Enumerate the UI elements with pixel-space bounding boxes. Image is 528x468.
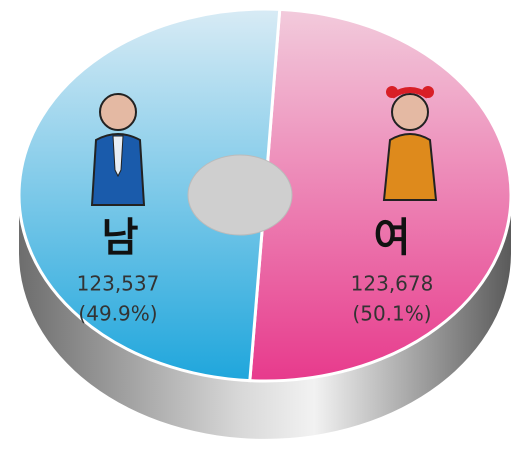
- percent-label: (49.9%): [78, 302, 157, 326]
- category-label: 여: [374, 215, 411, 261]
- donut-side: [19, 195, 511, 439]
- percent-label: (50.1%): [352, 302, 431, 326]
- female-icon: [382, 86, 438, 201]
- slice: [248, 7, 513, 383]
- category-label: 남: [102, 215, 139, 261]
- slice: [17, 7, 282, 383]
- value-label: 123,537: [77, 272, 160, 296]
- value-label: 123,678: [351, 272, 434, 296]
- donut-hole: [187, 154, 293, 236]
- male-icon: [90, 93, 146, 206]
